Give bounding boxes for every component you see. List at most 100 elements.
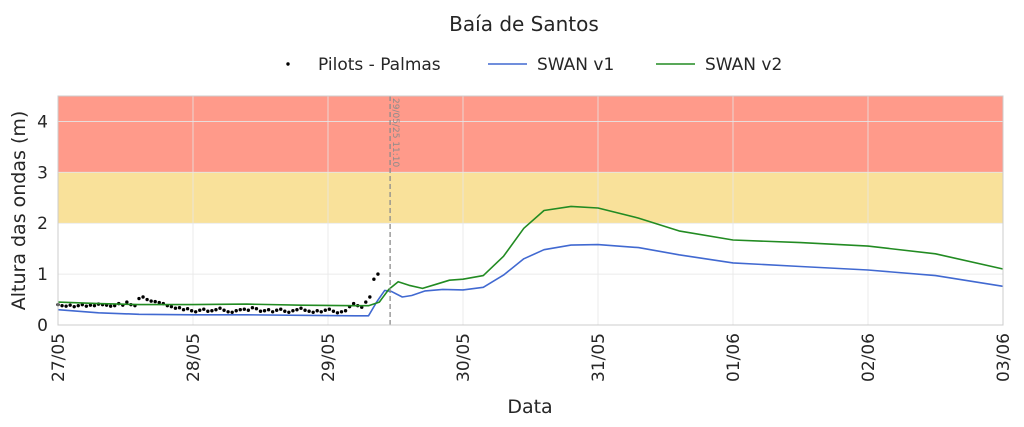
legend-label: SWAN v2 bbox=[705, 55, 782, 75]
threshold-band bbox=[58, 172, 1003, 224]
scatter-series bbox=[56, 272, 380, 315]
x-tick-label: 28/05 bbox=[184, 333, 204, 382]
data-point bbox=[177, 305, 182, 310]
data-point bbox=[311, 310, 315, 314]
data-point bbox=[92, 303, 97, 308]
legend-item: SWAN v2 bbox=[656, 55, 782, 75]
plot-area: 29/05/25 11:10 bbox=[56, 95, 1004, 326]
y-tick-label: 4 bbox=[37, 112, 48, 132]
data-point bbox=[319, 310, 323, 314]
x-tick-label: 01/06 bbox=[724, 333, 744, 382]
series-line bbox=[57, 243, 1004, 317]
data-point bbox=[368, 295, 372, 299]
data-point bbox=[149, 299, 153, 303]
data-point bbox=[262, 309, 267, 313]
data-point bbox=[295, 308, 299, 312]
chart-legend: Pilots - Palmas SWAN v1 SWAN v2 bbox=[286, 55, 782, 75]
data-point bbox=[266, 308, 271, 312]
data-point bbox=[335, 311, 340, 315]
data-point bbox=[327, 307, 332, 311]
data-point bbox=[303, 308, 307, 312]
data-point bbox=[339, 310, 344, 314]
data-point bbox=[238, 308, 242, 312]
marker-label: 29/05/25 11:10 bbox=[390, 98, 400, 167]
data-point bbox=[283, 309, 287, 313]
data-point bbox=[275, 308, 279, 312]
data-point bbox=[270, 310, 275, 314]
data-point bbox=[242, 307, 246, 311]
data-point bbox=[169, 304, 174, 309]
x-tick-label: 30/05 bbox=[454, 333, 474, 382]
legend-dot-icon bbox=[286, 62, 290, 66]
data-point bbox=[246, 308, 251, 312]
y-axis: 0 1 2 3 4 bbox=[37, 112, 48, 336]
data-point bbox=[72, 304, 76, 309]
x-tick-label: 02/06 bbox=[859, 333, 879, 382]
data-point bbox=[372, 277, 376, 281]
data-point bbox=[351, 301, 356, 306]
x-tick-label: 31/05 bbox=[589, 333, 609, 382]
x-tick-label: 27/05 bbox=[49, 333, 69, 382]
x-axis-label: Data bbox=[507, 396, 552, 418]
data-point bbox=[108, 304, 113, 308]
data-point bbox=[64, 304, 68, 308]
data-point bbox=[173, 306, 178, 310]
data-point bbox=[291, 309, 295, 313]
legend-item: SWAN v1 bbox=[488, 55, 614, 75]
y-tick-label: 0 bbox=[37, 316, 48, 336]
data-point bbox=[145, 297, 149, 302]
data-point bbox=[76, 303, 80, 308]
data-point bbox=[258, 309, 263, 313]
data-point bbox=[194, 310, 198, 314]
data-point bbox=[376, 272, 380, 276]
data-point bbox=[60, 303, 64, 308]
data-point bbox=[153, 299, 157, 304]
x-axis: 27/05 28/05 29/05 30/05 31/05 01/06 02/06 03/06 bbox=[49, 333, 1014, 382]
plot-frame bbox=[57, 95, 1004, 326]
threshold-band bbox=[58, 96, 1003, 173]
data-point bbox=[214, 308, 218, 312]
y-tick-label: 2 bbox=[37, 214, 48, 234]
legend-label: SWAN v1 bbox=[537, 55, 614, 75]
data-point bbox=[210, 309, 214, 313]
x-tick-label: 29/05 bbox=[319, 333, 339, 382]
series-line bbox=[57, 205, 1004, 307]
legend-item: Pilots - Palmas bbox=[286, 55, 441, 75]
y-tick-label: 3 bbox=[37, 163, 48, 183]
data-point bbox=[189, 309, 194, 313]
threshold-bands bbox=[58, 96, 1003, 224]
y-tick-label: 1 bbox=[37, 265, 48, 285]
data-point bbox=[226, 310, 230, 314]
data-point bbox=[125, 300, 129, 304]
time-marker: 29/05/25 11:10 bbox=[389, 96, 400, 325]
data-point bbox=[222, 308, 226, 312]
data-point bbox=[250, 305, 255, 310]
data-point bbox=[141, 295, 145, 299]
data-point bbox=[88, 303, 93, 307]
data-point bbox=[84, 304, 89, 308]
data-point bbox=[202, 307, 206, 311]
data-point bbox=[323, 308, 327, 312]
data-point bbox=[157, 300, 161, 305]
data-series bbox=[56, 205, 1004, 317]
data-point bbox=[198, 308, 202, 312]
data-point bbox=[185, 307, 190, 311]
x-tick-label: 03/06 bbox=[994, 333, 1014, 382]
data-point bbox=[343, 309, 348, 313]
chart-title: Baía de Santos bbox=[449, 12, 599, 36]
data-point bbox=[68, 303, 72, 307]
data-point bbox=[315, 309, 319, 313]
data-point bbox=[206, 309, 210, 313]
data-point bbox=[230, 310, 234, 314]
legend-label: Pilots - Palmas bbox=[318, 55, 441, 75]
y-axis-label: Altura das ondas (m) bbox=[8, 111, 30, 311]
data-point bbox=[279, 307, 283, 311]
data-point bbox=[254, 307, 259, 311]
data-point bbox=[331, 309, 336, 313]
data-point bbox=[234, 309, 238, 313]
data-point bbox=[364, 300, 368, 304]
data-point bbox=[299, 306, 303, 310]
data-point bbox=[181, 308, 186, 312]
data-point bbox=[287, 310, 291, 314]
